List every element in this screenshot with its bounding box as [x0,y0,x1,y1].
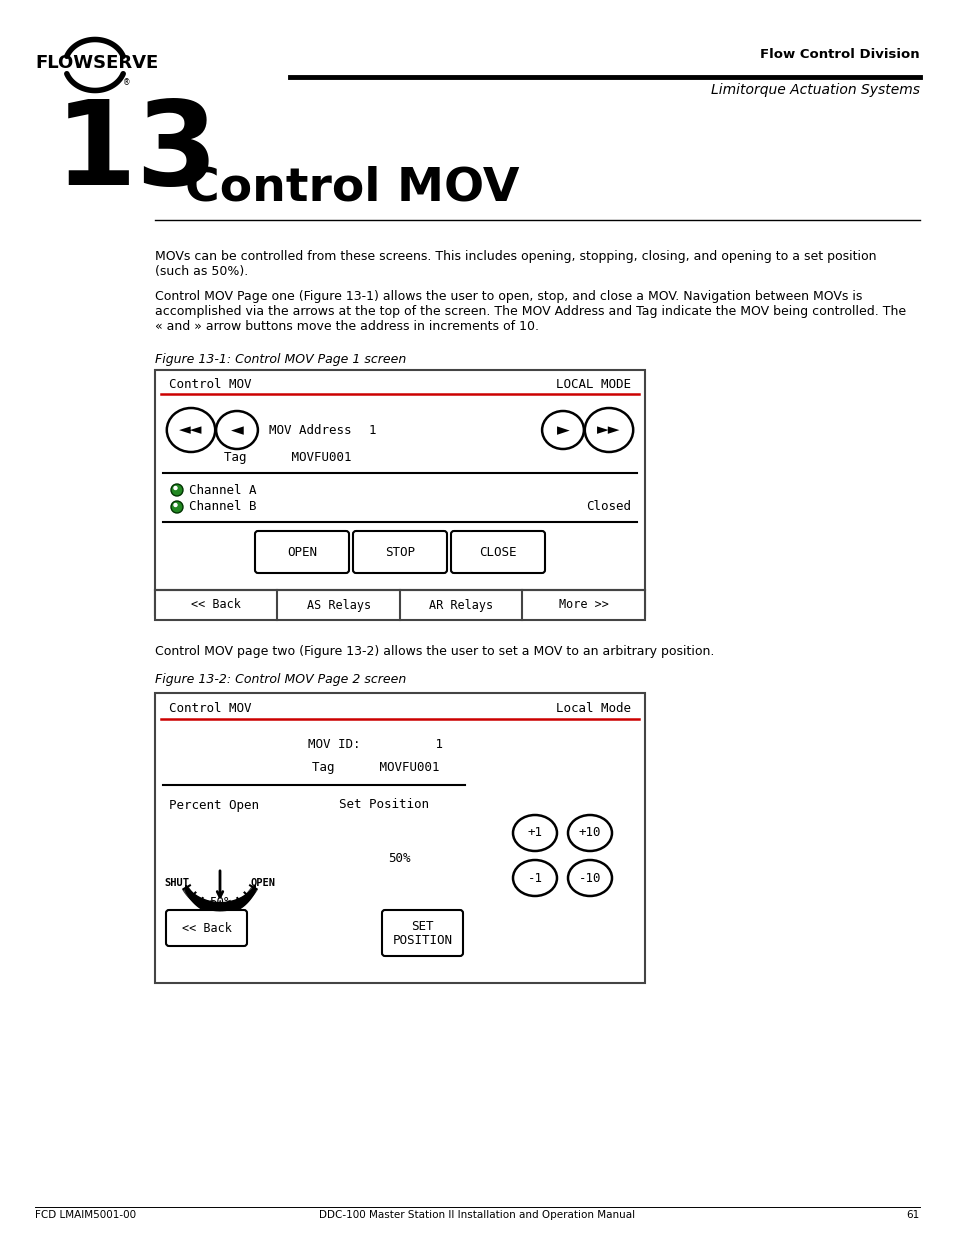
Text: Figure 13-2: Control MOV Page 2 screen: Figure 13-2: Control MOV Page 2 screen [154,673,406,685]
Text: Flow Control Division: Flow Control Division [760,48,919,62]
FancyBboxPatch shape [154,370,644,615]
FancyBboxPatch shape [381,910,462,956]
Text: Set Position: Set Position [338,799,429,811]
Text: « and » arrow buttons move the address in increments of 10.: « and » arrow buttons move the address i… [154,320,538,333]
Text: 50%: 50% [209,897,231,909]
Text: -1: -1 [527,872,542,884]
FancyBboxPatch shape [154,693,644,983]
Circle shape [171,484,183,496]
Text: -10: -10 [578,872,600,884]
Ellipse shape [584,408,633,452]
Text: ◄: ◄ [231,421,243,438]
Text: ◄◄: ◄◄ [179,422,203,437]
Text: FCD LMAIM5001-00: FCD LMAIM5001-00 [35,1210,136,1220]
Text: DDC-100 Master Station II Installation and Operation Manual: DDC-100 Master Station II Installation a… [318,1210,635,1220]
Text: STOP: STOP [385,546,415,558]
Ellipse shape [513,815,557,851]
Text: More >>: More >> [558,599,608,611]
Text: << Back: << Back [181,921,232,935]
Text: ►►: ►► [597,422,620,437]
Ellipse shape [167,408,215,452]
Text: LOCAL MODE: LOCAL MODE [556,378,630,391]
Text: Percent Open: Percent Open [169,799,258,811]
Text: Tag      MOVFU001: Tag MOVFU001 [224,452,351,464]
Text: accomplished via the arrows at the top of the screen. The MOV Address and Tag in: accomplished via the arrows at the top o… [154,305,905,317]
Text: Control MOV Page one (Figure 13-1) allows the user to open, stop, and close a MO: Control MOV Page one (Figure 13-1) allow… [154,290,862,303]
FancyBboxPatch shape [353,531,447,573]
Text: << Back: << Back [192,599,241,611]
Ellipse shape [513,860,557,897]
Text: OPEN: OPEN [287,546,316,558]
Text: SHUT: SHUT [164,878,190,888]
Ellipse shape [567,815,612,851]
Polygon shape [185,827,254,868]
Text: MOV ID:          1: MOV ID: 1 [308,739,442,752]
Text: Control MOV: Control MOV [169,378,252,391]
FancyBboxPatch shape [451,531,544,573]
Text: (such as 50%).: (such as 50%). [154,266,248,278]
Ellipse shape [216,411,257,450]
Circle shape [173,504,177,506]
Ellipse shape [541,411,583,450]
Text: Control MOV: Control MOV [169,703,252,715]
Text: AS Relays: AS Relays [306,599,371,611]
Text: Limitorque Actuation Systems: Limitorque Actuation Systems [710,83,919,98]
Text: +1: +1 [527,826,542,840]
Text: 1: 1 [369,424,376,436]
Text: ®: ® [123,78,131,86]
Text: Tag      MOVFU001: Tag MOVFU001 [312,761,438,773]
Text: CLOSE: CLOSE [478,546,517,558]
Text: Control MOV page two (Figure 13-2) allows the user to set a MOV to an arbitrary : Control MOV page two (Figure 13-2) allow… [154,645,714,658]
Text: Channel B: Channel B [189,500,256,514]
FancyBboxPatch shape [166,910,247,946]
Text: MOVs can be controlled from these screens. This includes opening, stopping, clos: MOVs can be controlled from these screen… [154,249,876,263]
Text: 50%: 50% [387,851,410,864]
Text: Control MOV: Control MOV [185,165,519,210]
Text: POSITION: POSITION [392,935,452,947]
Text: 61: 61 [905,1210,919,1220]
Circle shape [171,501,183,513]
Text: Closed: Closed [585,500,630,514]
Ellipse shape [567,860,612,897]
Circle shape [173,487,177,489]
Text: Figure 13-1: Control MOV Page 1 screen: Figure 13-1: Control MOV Page 1 screen [154,353,406,366]
Polygon shape [191,868,249,902]
Text: 13: 13 [55,95,219,210]
Text: OPEN: OPEN [251,878,275,888]
Text: +10: +10 [578,826,600,840]
FancyBboxPatch shape [154,590,644,620]
FancyBboxPatch shape [254,531,349,573]
Text: AR Relays: AR Relays [429,599,493,611]
Text: Channel A: Channel A [189,483,256,496]
Text: FLOWSERVE: FLOWSERVE [35,54,158,72]
Text: Local Mode: Local Mode [556,703,630,715]
Text: MOV Address: MOV Address [269,424,351,436]
Text: SET: SET [411,920,434,934]
Text: ►: ► [556,421,569,438]
